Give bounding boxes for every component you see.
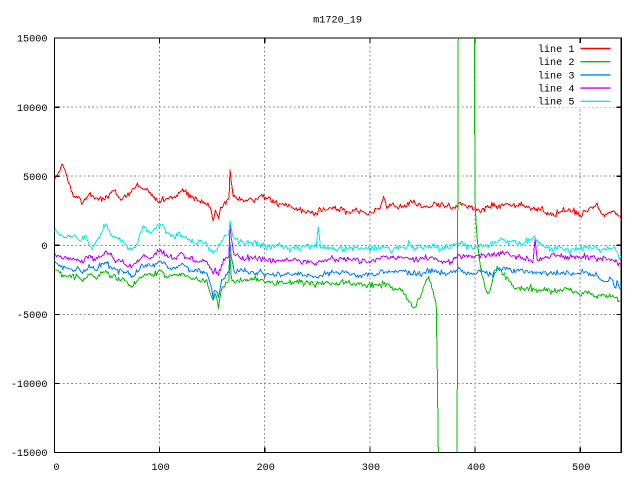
svg-text:5000: 5000	[23, 173, 47, 184]
svg-text:line 1: line 1	[538, 44, 575, 56]
svg-text:-5000: -5000	[17, 311, 48, 322]
svg-text:-15000: -15000	[11, 449, 48, 460]
svg-text:line 5: line 5	[538, 97, 575, 109]
svg-text:300: 300	[362, 463, 380, 474]
svg-text:-10000: -10000	[11, 380, 48, 391]
svg-text:line 2: line 2	[538, 57, 575, 69]
svg-text:0: 0	[53, 463, 59, 474]
svg-text:100: 100	[151, 463, 169, 474]
svg-text:0: 0	[41, 242, 47, 253]
svg-text:line 4: line 4	[538, 84, 575, 96]
svg-text:10000: 10000	[17, 104, 48, 115]
svg-text:line 3: line 3	[538, 70, 575, 82]
svg-text:m1720_19: m1720_19	[313, 16, 362, 27]
svg-text:400: 400	[467, 463, 485, 474]
svg-text:15000: 15000	[17, 35, 48, 46]
svg-text:500: 500	[572, 463, 590, 474]
svg-text:200: 200	[257, 463, 275, 474]
